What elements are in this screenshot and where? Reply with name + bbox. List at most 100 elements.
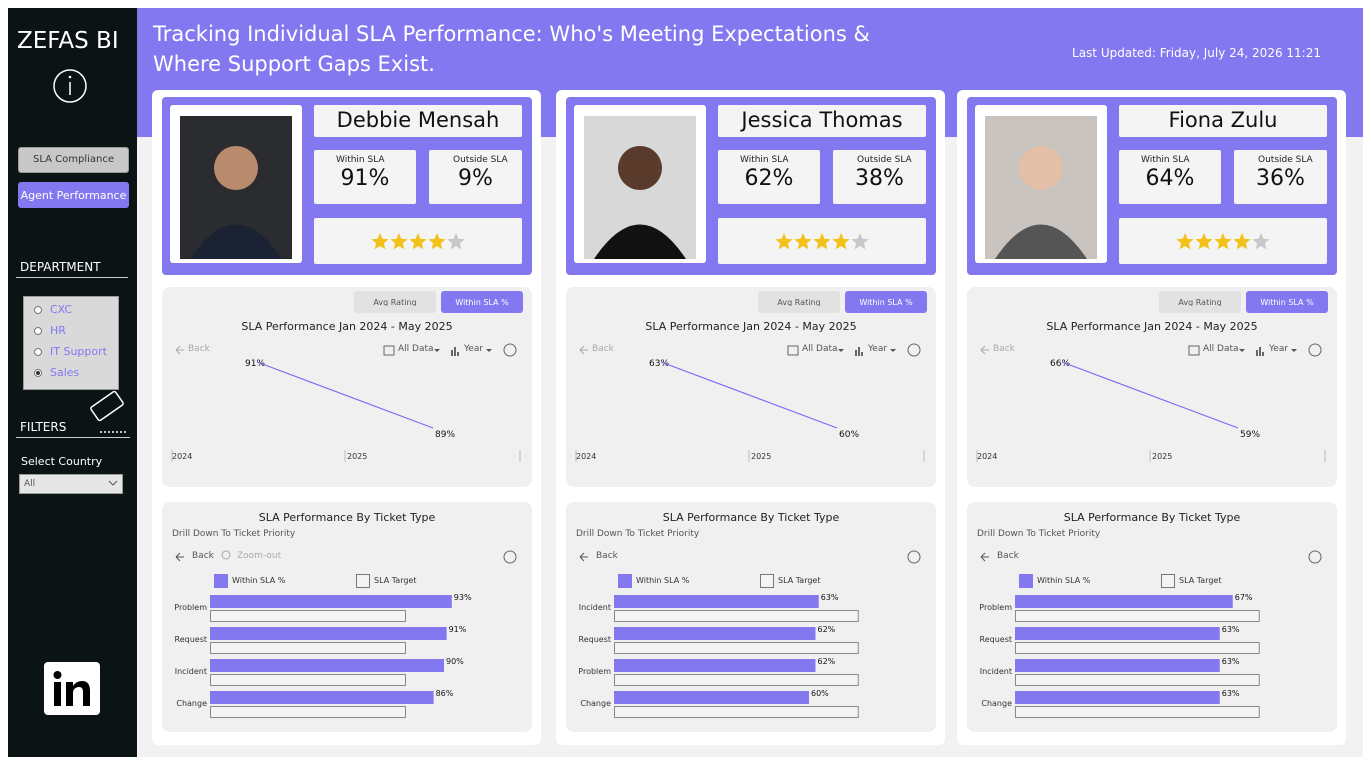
- agent-name: Debbie Mensah: [336, 108, 500, 132]
- data-label: 63%: [1221, 657, 1240, 666]
- kpi-box: [1119, 150, 1221, 204]
- kpi-label: Within SLA: [1141, 155, 1190, 165]
- kpi-box: [429, 150, 522, 204]
- legend-label: Within SLA %: [1037, 576, 1091, 585]
- tab-label: Within SLA %: [859, 298, 913, 306]
- chart-title: SLA Performance By Ticket Type: [662, 511, 840, 524]
- data-label: 63%: [820, 593, 839, 602]
- all-data-button[interactable]: All Data: [1203, 344, 1239, 354]
- back-button[interactable]: Back: [993, 344, 1015, 354]
- dropdown-value: All: [24, 479, 36, 489]
- tab[interactable]: [354, 291, 436, 313]
- data-label: 60%: [839, 430, 860, 440]
- all-data-button[interactable]: All Data: [398, 344, 434, 354]
- data-label: 60%: [811, 689, 829, 698]
- data-label: 59%: [1240, 430, 1261, 440]
- legend-label: SLA Target: [1179, 576, 1222, 585]
- tab[interactable]: [845, 291, 927, 313]
- chart-subtitle: Drill Down To Ticket Priority: [576, 529, 700, 539]
- x-tick-label: 2024: [172, 452, 193, 461]
- brand: ZEFAS BI: [17, 28, 119, 54]
- data-label: 67%: [1234, 593, 1253, 602]
- name-box: [718, 105, 926, 137]
- kpi-label: Within SLA: [336, 155, 385, 165]
- legend-label: Within SLA %: [636, 576, 690, 585]
- kpi-value: 62%: [744, 166, 794, 191]
- chart-title: SLA Performance Jan 2024 - May 2025: [645, 320, 857, 333]
- tab[interactable]: [1159, 291, 1241, 313]
- kpi-box: [718, 150, 820, 204]
- agent-name: Jessica Thomas: [741, 108, 903, 132]
- legend-label: SLA Target: [778, 576, 821, 585]
- back-button[interactable]: Back: [188, 344, 210, 354]
- chart-title: SLA Performance Jan 2024 - May 2025: [1046, 320, 1258, 333]
- kpi-value: 91%: [340, 166, 390, 191]
- chart-title: SLA Performance By Ticket Type: [258, 511, 436, 524]
- x-tick-label: 2024: [576, 452, 597, 461]
- photo: [985, 116, 1097, 259]
- kpi-label: Outside SLA: [453, 155, 508, 165]
- data-label: 90%: [446, 657, 464, 666]
- section-title: FILTERS: [20, 420, 67, 434]
- department-option[interactable]: CXC: [50, 303, 73, 316]
- year-button[interactable]: Year: [1269, 344, 1289, 354]
- category-label: Request: [174, 635, 208, 644]
- all-data-button[interactable]: All Data: [802, 344, 838, 354]
- year-button[interactable]: Year: [868, 344, 888, 354]
- rating-box: [314, 218, 522, 264]
- data-label: 63%: [649, 359, 670, 369]
- name-box: [314, 105, 522, 137]
- dropdown[interactable]: [19, 474, 123, 494]
- back-button[interactable]: Back: [192, 551, 214, 561]
- nav-button[interactable]: [18, 182, 129, 208]
- category-label: Problem: [174, 603, 207, 612]
- zoom-button[interactable]: Zoom-out: [237, 551, 282, 561]
- data-label: 66%: [1050, 359, 1071, 369]
- name-box: [1119, 105, 1327, 137]
- nav-label: SLA Compliance: [32, 154, 115, 165]
- data-label: 62%: [817, 657, 836, 666]
- kpi-value: 38%: [855, 166, 904, 191]
- kpi-label: Within SLA: [740, 155, 789, 165]
- section-title: DEPARTMENT: [20, 260, 101, 274]
- department-option[interactable]: HR: [50, 324, 66, 337]
- data-label: 63%: [1221, 625, 1240, 634]
- kpi-value: 36%: [1256, 166, 1305, 191]
- linkedin-icon: [44, 662, 100, 715]
- photo: [584, 116, 696, 259]
- tab[interactable]: [1246, 291, 1328, 313]
- back-button[interactable]: Back: [997, 551, 1019, 561]
- nav-button[interactable]: [18, 147, 129, 173]
- header-title: Where Support Gaps Exist.: [153, 52, 435, 76]
- department-option[interactable]: Sales: [50, 366, 80, 379]
- divider: [16, 277, 128, 278]
- tab[interactable]: [758, 291, 840, 313]
- category-label: Incident: [979, 667, 1012, 676]
- category-label: Request: [979, 635, 1013, 644]
- chart-subtitle: Drill Down To Ticket Priority: [172, 529, 296, 539]
- back-button[interactable]: Back: [596, 551, 618, 561]
- tab[interactable]: [441, 291, 523, 313]
- agent-name: Fiona Zulu: [1168, 108, 1278, 132]
- back-button[interactable]: Back: [592, 344, 614, 354]
- kpi-box: [314, 150, 416, 204]
- data-label: 91%: [448, 625, 467, 634]
- department-option[interactable]: IT Support: [50, 345, 107, 358]
- chart-title: SLA Performance Jan 2024 - May 2025: [241, 320, 453, 333]
- x-tick-label: 2024: [977, 452, 998, 461]
- tab-label: Within SLA %: [455, 298, 509, 306]
- data-label: 86%: [435, 689, 454, 698]
- tab-label: Within SLA %: [1260, 298, 1314, 306]
- data-label: 63%: [1221, 689, 1240, 698]
- kpi-value: 64%: [1145, 166, 1195, 191]
- x-tick-label: 2025: [1152, 452, 1173, 461]
- x-tick-label: 2025: [347, 452, 368, 461]
- data-label: 91%: [245, 359, 266, 369]
- last-updated: Last Updated: Friday, July 24, 2026 11:2…: [1072, 46, 1321, 60]
- rating-box: [1119, 218, 1327, 264]
- year-button[interactable]: Year: [464, 344, 484, 354]
- nav-label: Agent Performance: [20, 189, 127, 202]
- kpi-label: Outside SLA: [857, 155, 912, 165]
- category-label: Request: [578, 635, 612, 644]
